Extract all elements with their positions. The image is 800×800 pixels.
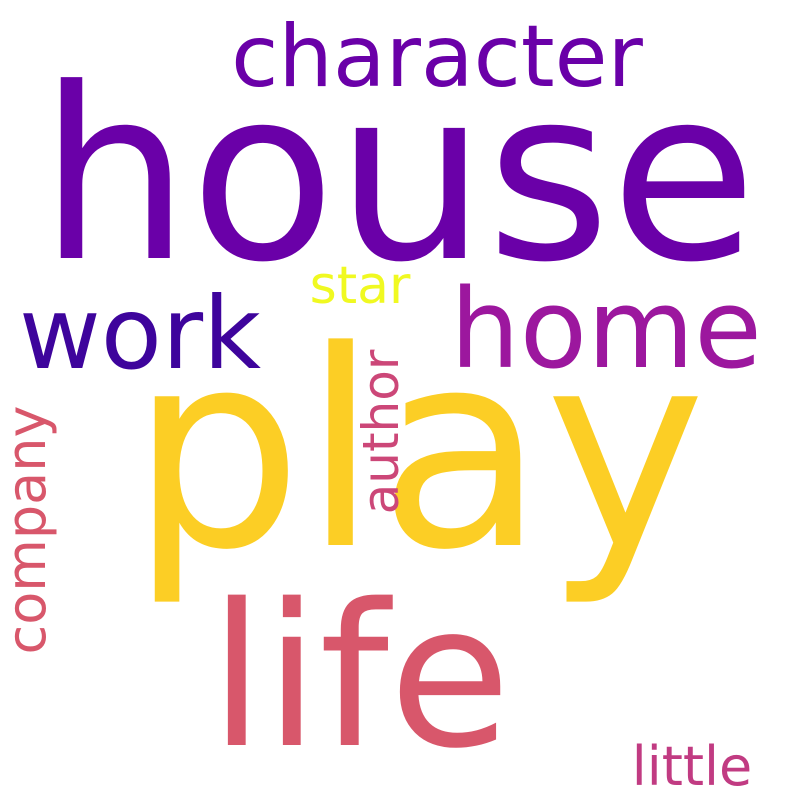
word-work: work bbox=[19, 275, 261, 392]
word-little: little bbox=[632, 735, 753, 798]
word-home: home bbox=[450, 265, 762, 393]
word-play: play bbox=[130, 294, 706, 610]
word-author: author bbox=[352, 349, 410, 514]
word-house: house bbox=[39, 38, 757, 315]
word-company: company bbox=[0, 406, 58, 655]
word-life: life bbox=[209, 561, 511, 792]
word-star: star bbox=[310, 256, 411, 316]
word-character: character bbox=[231, 7, 643, 107]
